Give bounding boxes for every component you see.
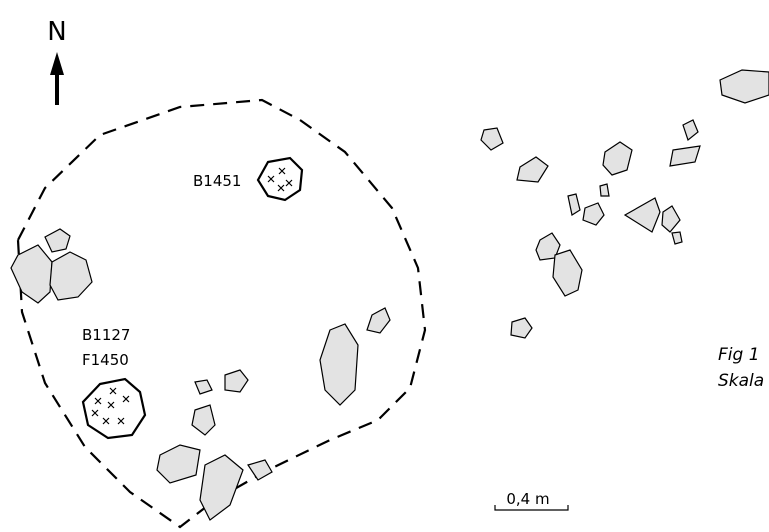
- north-arrow-head: [50, 52, 64, 75]
- stones: [10, 69, 769, 521]
- scale-label: 0,4 m: [506, 490, 549, 508]
- feature-label: B1451: [193, 172, 241, 190]
- caption: Fig 1: [718, 345, 760, 365]
- feature-label: F1450: [82, 351, 129, 369]
- feature-crosses: [267, 167, 293, 192]
- feature-crosses: [91, 387, 130, 425]
- feature-outline: [256, 156, 304, 202]
- caption: Skala: [718, 371, 764, 391]
- scale-bar: [494, 505, 569, 511]
- feature-outline: [81, 377, 147, 440]
- north-label: N: [47, 17, 66, 47]
- pit-outline: [16, 98, 427, 529]
- feature-label: B1127: [82, 326, 130, 344]
